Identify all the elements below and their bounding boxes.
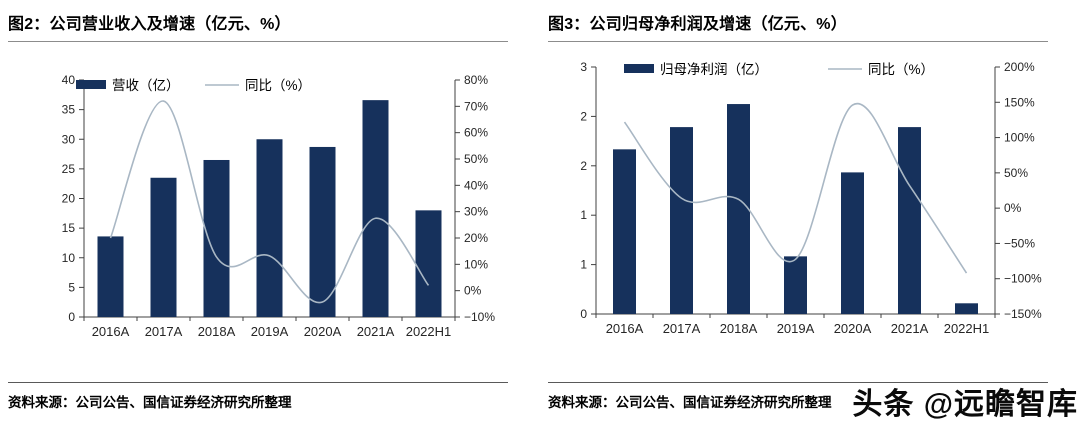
y-axis-left-label: 2 <box>580 109 587 123</box>
bar-2022H1 <box>955 303 978 314</box>
y-axis-right-label: 70% <box>464 99 488 113</box>
y-axis-right-label: −100% <box>1004 272 1042 286</box>
x-category-label: 2018A <box>720 321 758 336</box>
y-axis-right-label: 0% <box>1004 201 1022 215</box>
y-axis-right-label: 0% <box>464 284 482 298</box>
figure-2-source-note: 资料来源：公司公告、国信证券经济研究所整理 <box>8 382 508 411</box>
x-category-label: 2021A <box>891 321 929 336</box>
legend-label-bar: 营收（亿） <box>112 78 180 93</box>
x-category-label: 2020A <box>834 321 872 336</box>
bar-2018A <box>203 159 230 317</box>
y-axis-right-label: 20% <box>464 231 488 245</box>
bar-2020A <box>841 172 864 314</box>
y-axis-left-label: 1 <box>580 258 587 272</box>
x-category-label: 2018A <box>198 324 236 339</box>
figure-3-title: 图3：公司归母净利润及增速（亿元、%） <box>548 10 1048 42</box>
legend-label-line: 同比（%） <box>245 78 311 93</box>
y-axis-right-label: −150% <box>1004 307 1042 321</box>
legend-bar-swatch <box>624 64 654 73</box>
y-axis-left-label: 20 <box>62 192 76 206</box>
y-axis-right-label: −50% <box>1004 236 1035 250</box>
bar-2017A <box>150 177 177 317</box>
growth-trend-line <box>623 102 968 274</box>
x-category-label: 2017A <box>663 321 701 336</box>
bar-2019A <box>256 139 283 317</box>
y-axis-right-label: 10% <box>464 257 488 271</box>
net-profit-growth-chart: 3 2 2 1 1 0 200% 150% 100% 50% 0% −50% −100% −150% 201… <box>580 60 1042 336</box>
y-axis-left-label: 0 <box>580 307 587 321</box>
y-axis-left-label: 30 <box>62 132 76 146</box>
y-axis-left-label: 25 <box>62 162 76 176</box>
y-axis-left-label: 5 <box>68 280 75 294</box>
y-axis-left-label: 35 <box>62 103 76 117</box>
bar-2018A <box>727 104 750 314</box>
figure-2-revenue: 图2：公司营业收入及增速（亿元、%） 40 35 30 25 20 15 10 5 0 80% 70… <box>0 0 540 411</box>
x-category-label: 2019A <box>777 321 815 336</box>
y-axis-right-label: 50% <box>464 152 488 166</box>
bar-2016A <box>97 236 124 317</box>
growth-trend-line <box>109 100 430 304</box>
y-axis-right-label: −10% <box>464 310 495 324</box>
figure-3-net-profit: 图3：公司归母净利润及增速（亿元、%） 3 2 2 1 1 0 200% 150% 100% 50… <box>540 0 1080 411</box>
y-axis-left-label: 2 <box>580 159 587 173</box>
y-axis-right-label: 30% <box>464 205 488 219</box>
x-category-label: 2016A <box>92 324 130 339</box>
y-axis-left-label: 10 <box>62 251 76 265</box>
y-axis-right-label: 60% <box>464 126 488 140</box>
bar-2016A <box>613 149 636 314</box>
x-category-label: 2017A <box>145 324 183 339</box>
y-axis-right-label: 80% <box>464 73 488 87</box>
figure-3-source-note: 资料来源：公司公告、国信证券经济研究所整理 <box>548 382 1048 411</box>
y-axis-right-label: 40% <box>464 178 488 192</box>
bar-2021A <box>362 100 389 317</box>
y-axis-left-label: 0 <box>68 310 75 324</box>
x-category-label: 2022H1 <box>406 324 452 339</box>
x-category-label: 2021A <box>357 324 395 339</box>
bar-2022H1 <box>415 210 442 317</box>
y-axis-left-label: 40 <box>62 73 76 87</box>
y-axis-right-label: 50% <box>1004 166 1028 180</box>
charts-row: 图2：公司营业收入及增速（亿元、%） 40 35 30 25 20 15 10 5 0 80% 70… <box>0 0 1080 411</box>
y-axis-right-label: 150% <box>1004 95 1035 109</box>
legend-label-bar: 归母净利润（亿） <box>660 61 768 77</box>
y-axis-left-label: 15 <box>62 221 76 235</box>
bar-2017A <box>670 127 693 314</box>
y-axis-left-label: 1 <box>580 208 587 222</box>
x-category-label: 2020A <box>304 324 342 339</box>
y-axis-right-label: 100% <box>1004 131 1035 145</box>
toutiao-yuanzhan-watermark: 头条 @远瞻智库 <box>852 388 1078 421</box>
legend-label-line: 同比（%） <box>868 62 934 77</box>
revenue-growth-chart: 40 35 30 25 20 15 10 5 0 80% 70% 60% 50% 40% 30% 20% 10%… <box>62 73 496 339</box>
y-axis-left-label: 3 <box>580 60 587 74</box>
bar-2019A <box>784 256 807 314</box>
x-category-label: 2022H1 <box>944 321 990 336</box>
legend-bar-swatch <box>76 80 106 89</box>
x-category-label: 2016A <box>606 321 644 336</box>
x-category-label: 2019A <box>251 324 289 339</box>
y-axis-right-label: 200% <box>1004 60 1035 74</box>
bar-2020A <box>309 146 336 317</box>
figure-2-title: 图2：公司营业收入及增速（亿元、%） <box>8 10 508 42</box>
bar-2021A <box>898 127 921 314</box>
